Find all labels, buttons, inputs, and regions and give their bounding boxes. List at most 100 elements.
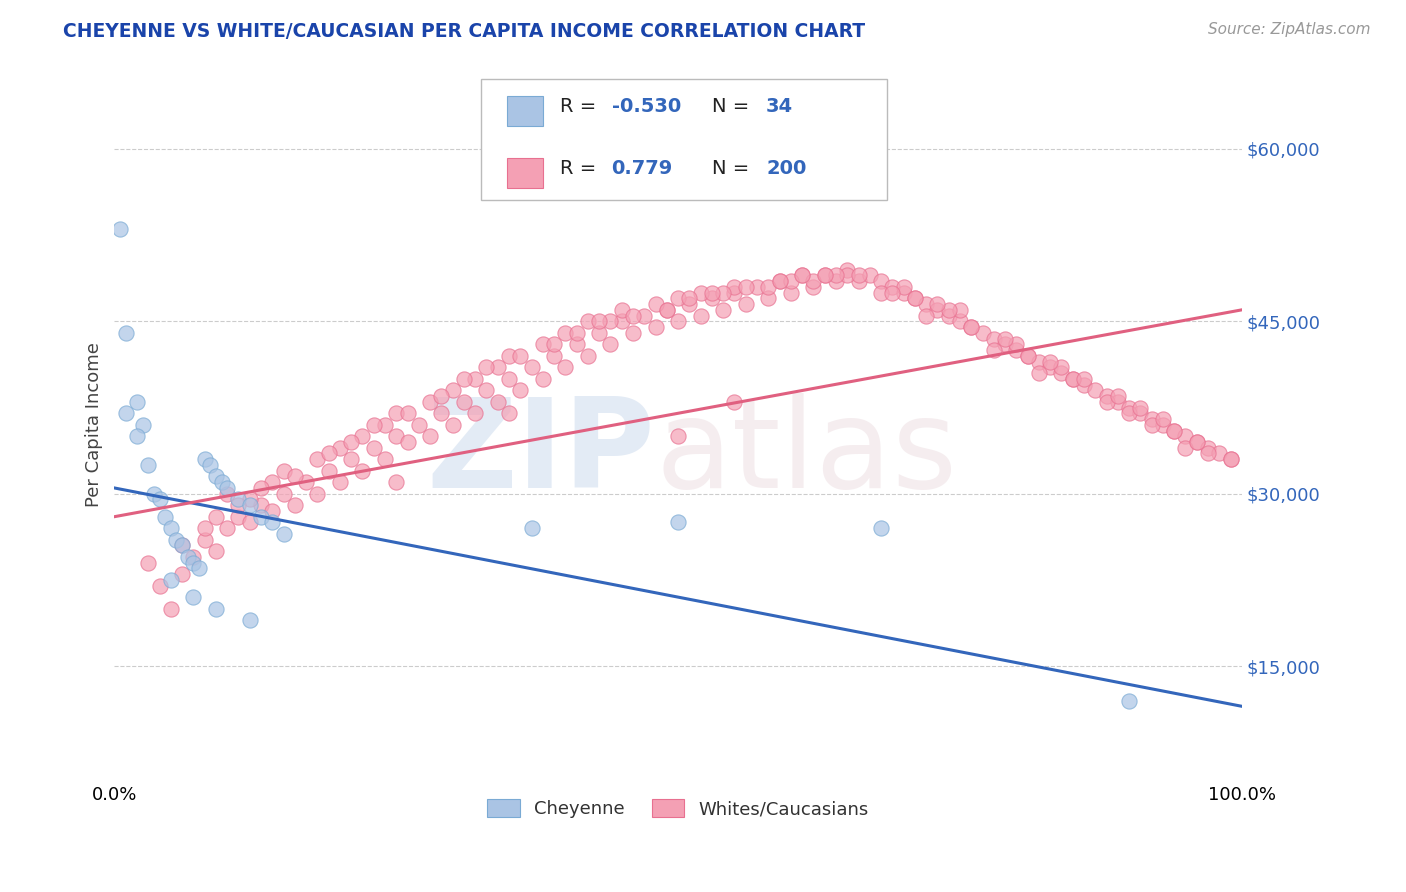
- Point: [543, 349, 565, 363]
- Point: [1118, 406, 1140, 420]
- Point: [576, 314, 599, 328]
- Point: [142, 486, 165, 500]
- Y-axis label: Per Capita Income: Per Capita Income: [86, 343, 103, 508]
- Point: [307, 486, 329, 500]
- Point: [211, 475, 233, 490]
- Point: [904, 291, 927, 305]
- Text: Source: ZipAtlas.com: Source: ZipAtlas.com: [1208, 22, 1371, 37]
- Point: [136, 556, 159, 570]
- Point: [498, 372, 520, 386]
- Point: [768, 274, 790, 288]
- Point: [486, 360, 509, 375]
- Point: [938, 309, 960, 323]
- Point: [848, 268, 870, 283]
- Point: [531, 372, 554, 386]
- Point: [1174, 429, 1197, 443]
- Point: [803, 274, 825, 288]
- Point: [228, 492, 250, 507]
- Point: [1185, 435, 1208, 450]
- Text: N =: N =: [711, 159, 749, 178]
- Point: [205, 509, 228, 524]
- Point: [1005, 343, 1028, 357]
- Point: [239, 492, 262, 507]
- Point: [374, 417, 396, 432]
- Point: [170, 538, 193, 552]
- Point: [960, 320, 983, 334]
- Point: [756, 280, 779, 294]
- Point: [318, 464, 340, 478]
- Point: [284, 469, 307, 483]
- Point: [723, 285, 745, 300]
- Point: [340, 452, 363, 467]
- Point: [114, 326, 136, 340]
- Point: [1107, 394, 1129, 409]
- Point: [1062, 372, 1084, 386]
- Point: [1118, 401, 1140, 415]
- Point: [396, 435, 419, 450]
- Point: [621, 326, 644, 340]
- Point: [165, 533, 187, 547]
- Point: [882, 285, 904, 300]
- Point: [792, 268, 814, 283]
- Point: [441, 384, 464, 398]
- Point: [1095, 394, 1118, 409]
- Point: [273, 486, 295, 500]
- Point: [131, 417, 153, 432]
- Point: [779, 274, 801, 288]
- Point: [430, 389, 453, 403]
- Point: [153, 509, 176, 524]
- Point: [588, 326, 610, 340]
- Bar: [506, 96, 543, 126]
- Point: [385, 475, 408, 490]
- Point: [262, 475, 284, 490]
- Point: [363, 441, 385, 455]
- Point: [1140, 412, 1163, 426]
- Point: [159, 573, 181, 587]
- Point: [825, 274, 848, 288]
- Point: [949, 302, 972, 317]
- Point: [363, 417, 385, 432]
- Point: [689, 309, 711, 323]
- Point: [1073, 377, 1095, 392]
- Point: [1050, 366, 1073, 380]
- Point: [666, 291, 689, 305]
- Point: [385, 429, 408, 443]
- Point: [159, 521, 181, 535]
- Point: [1174, 441, 1197, 455]
- Point: [633, 309, 655, 323]
- Point: [228, 509, 250, 524]
- Point: [430, 406, 453, 420]
- Point: [464, 372, 486, 386]
- Point: [915, 297, 938, 311]
- Point: [284, 498, 307, 512]
- Point: [1129, 406, 1152, 420]
- Text: 0.779: 0.779: [612, 159, 673, 178]
- Point: [870, 521, 893, 535]
- Point: [217, 521, 239, 535]
- Point: [183, 590, 205, 604]
- Point: [666, 516, 689, 530]
- Point: [1039, 360, 1062, 375]
- Text: 200: 200: [766, 159, 807, 178]
- Point: [1073, 372, 1095, 386]
- Point: [176, 549, 198, 564]
- Point: [250, 509, 273, 524]
- Point: [520, 360, 543, 375]
- Point: [734, 297, 756, 311]
- Point: [125, 429, 148, 443]
- Point: [531, 337, 554, 351]
- Point: [837, 262, 859, 277]
- Point: [148, 579, 170, 593]
- Point: [554, 360, 576, 375]
- Point: [756, 291, 779, 305]
- Point: [666, 314, 689, 328]
- Point: [700, 285, 723, 300]
- Point: [114, 406, 136, 420]
- Point: [217, 481, 239, 495]
- Point: [441, 417, 464, 432]
- Point: [498, 406, 520, 420]
- Text: -0.530: -0.530: [612, 96, 681, 116]
- Point: [1197, 441, 1219, 455]
- Point: [453, 372, 475, 386]
- Point: [509, 349, 531, 363]
